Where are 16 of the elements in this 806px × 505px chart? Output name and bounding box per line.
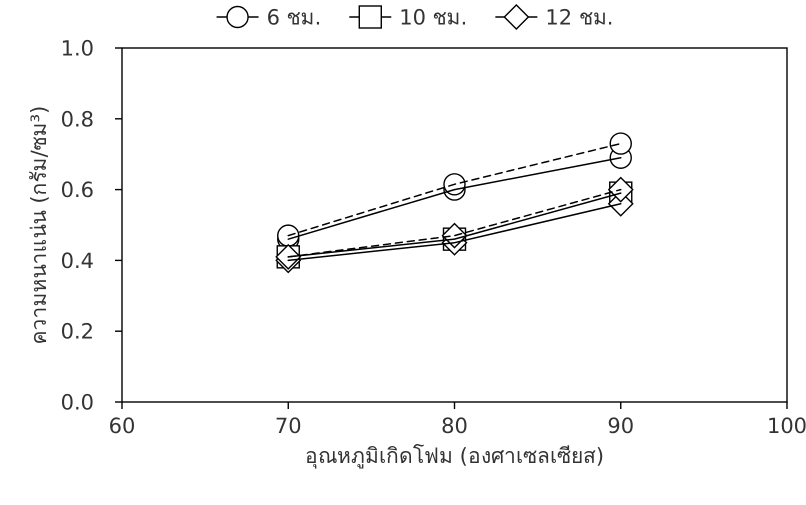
y-tick-label: 1.0 bbox=[60, 36, 94, 60]
x-tick-label: 90 bbox=[607, 414, 634, 438]
legend-label: 10 ชม. bbox=[399, 6, 468, 30]
x-tick-label: 100 bbox=[766, 414, 806, 438]
x-tick-label: 60 bbox=[108, 414, 136, 438]
x-tick-label: 80 bbox=[441, 414, 468, 438]
x-axis-title: อุณหภูมิเกิดโฟม (องศาเซลเซียส) bbox=[304, 444, 604, 468]
y-tick-label: 0.6 bbox=[60, 178, 94, 202]
x-tick-label: 70 bbox=[274, 414, 302, 438]
y-tick-label: 0.0 bbox=[60, 390, 94, 414]
y-tick-label: 0.2 bbox=[60, 320, 94, 344]
legend-label: 6 ชม. bbox=[266, 6, 322, 30]
y-tick-label: 0.8 bbox=[60, 107, 94, 132]
legend-label: 12 ชม. bbox=[545, 6, 614, 30]
y-axis-title: ความหนาแน่น (กรัม/ซม³) bbox=[27, 106, 51, 344]
y-tick-label: 0.4 bbox=[60, 248, 94, 273]
